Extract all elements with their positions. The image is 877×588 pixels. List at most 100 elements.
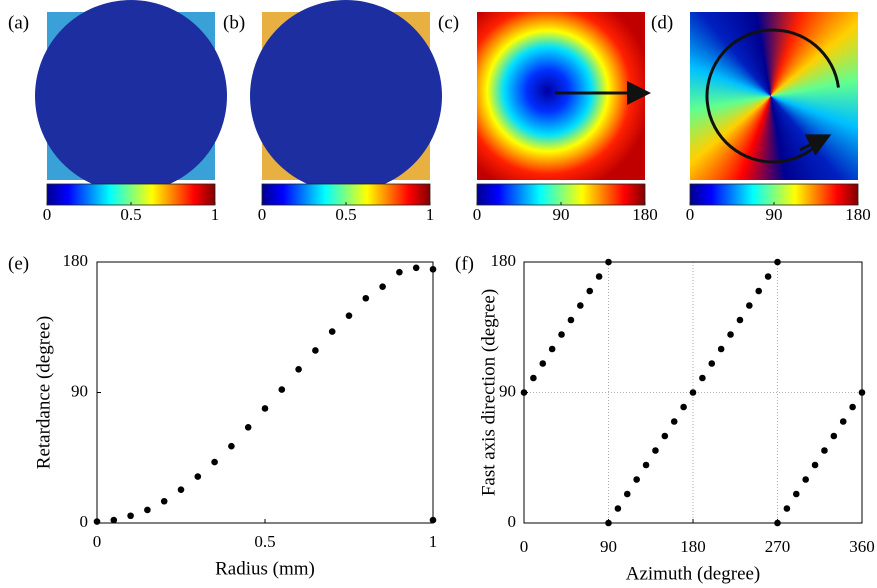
data-point (261, 405, 269, 412)
data-point (177, 486, 185, 493)
data-point (774, 258, 781, 266)
image-d (690, 12, 858, 180)
y-tick-label: 180 (63, 251, 89, 270)
data-point (244, 424, 252, 431)
x-tick-label: 1 (429, 532, 438, 551)
data-point (699, 374, 706, 382)
data-point (830, 432, 838, 440)
data-point (727, 331, 734, 338)
colorbar-tick-label: 0 (686, 205, 695, 224)
y-tick-label: 90 (71, 381, 88, 400)
colorbar-tick-label: 1 (426, 205, 435, 224)
colorbar-tick-label: 180 (845, 205, 871, 224)
data-point (295, 366, 302, 373)
colorbar (46, 183, 216, 206)
data-point (746, 302, 753, 309)
image-c (477, 12, 651, 180)
y-tick-label: 180 (491, 251, 517, 270)
data-point (379, 283, 386, 290)
data-point (429, 265, 437, 273)
data-point (802, 476, 809, 483)
image-a (35, 0, 227, 192)
data-point (577, 302, 584, 309)
data-point (345, 312, 353, 319)
colorbar-tick-label: 0 (473, 205, 482, 224)
colorbar (689, 183, 859, 206)
data-point (93, 518, 101, 525)
y-tick-label: 90 (499, 381, 516, 400)
data-point (792, 490, 800, 498)
data-point (764, 273, 772, 280)
data-point (558, 331, 565, 338)
colorbar-tick-label: 90 (766, 205, 783, 224)
panel-label: (f) (455, 253, 474, 274)
data-point (278, 386, 286, 393)
panel-label: (d) (651, 12, 673, 33)
data-point (328, 328, 336, 335)
data-point (642, 461, 650, 469)
data-point (412, 264, 420, 272)
x-tick-label: 0.5 (254, 532, 275, 551)
data-point (821, 447, 828, 454)
data-point (670, 418, 678, 425)
colorbar (476, 183, 646, 206)
colorbar-tick-label: 1 (211, 205, 220, 224)
panel-label: (e) (8, 253, 29, 274)
data-point (774, 519, 781, 527)
colorbar-tick-label: 180 (632, 205, 658, 224)
data-point (520, 389, 528, 396)
y-axis-label: Fast axis direction (degree) (478, 289, 499, 496)
colorbar-tick-label: 0 (43, 205, 52, 224)
colorbar-tick-label: 0 (258, 205, 267, 224)
data-point (595, 273, 603, 280)
colorbar-tick-label: 90 (553, 205, 570, 224)
data-point (110, 516, 118, 524)
data-point (396, 268, 403, 276)
y-tick-label: 0 (508, 512, 517, 531)
data-point (228, 442, 235, 450)
data-point (586, 287, 594, 295)
data-point (858, 389, 866, 396)
data-point (708, 360, 716, 367)
colorbar-tick-label: 0.5 (335, 205, 356, 224)
x-tick-label: 360 (849, 537, 875, 556)
data-point (211, 458, 218, 466)
x-tick-label: 270 (765, 537, 791, 556)
data-point (429, 516, 437, 524)
panel-label: (c) (438, 12, 459, 33)
data-point (633, 476, 640, 483)
colorbar (261, 183, 431, 206)
data-point (614, 505, 622, 512)
data-point (194, 473, 202, 480)
data-point (605, 519, 612, 527)
data-point (160, 497, 168, 505)
x-tick-label: 180 (680, 537, 706, 556)
data-point (661, 432, 669, 440)
data-point (755, 287, 763, 295)
plot-frame (96, 261, 434, 524)
data-point (362, 294, 370, 302)
colorbar-tick-label: 0.5 (120, 205, 141, 224)
data-point (736, 316, 744, 324)
data-point (623, 490, 631, 498)
x-axis-label: Azimuth (degree) (626, 563, 761, 584)
data-point (530, 374, 537, 382)
data-point (312, 347, 319, 354)
data-point (144, 506, 151, 514)
data-point (680, 403, 687, 411)
data-point (849, 403, 856, 411)
data-point (567, 316, 575, 324)
data-point (652, 447, 659, 454)
data-point (839, 418, 847, 425)
x-tick-label: 0 (520, 537, 529, 556)
y-tick-label: 0 (80, 512, 89, 531)
data-point (717, 345, 725, 353)
data-point (605, 258, 612, 266)
data-point (783, 505, 791, 512)
data-point (539, 360, 547, 367)
x-tick-label: 0 (93, 532, 102, 551)
data-point (811, 461, 819, 469)
panel-label: (a) (8, 12, 29, 33)
